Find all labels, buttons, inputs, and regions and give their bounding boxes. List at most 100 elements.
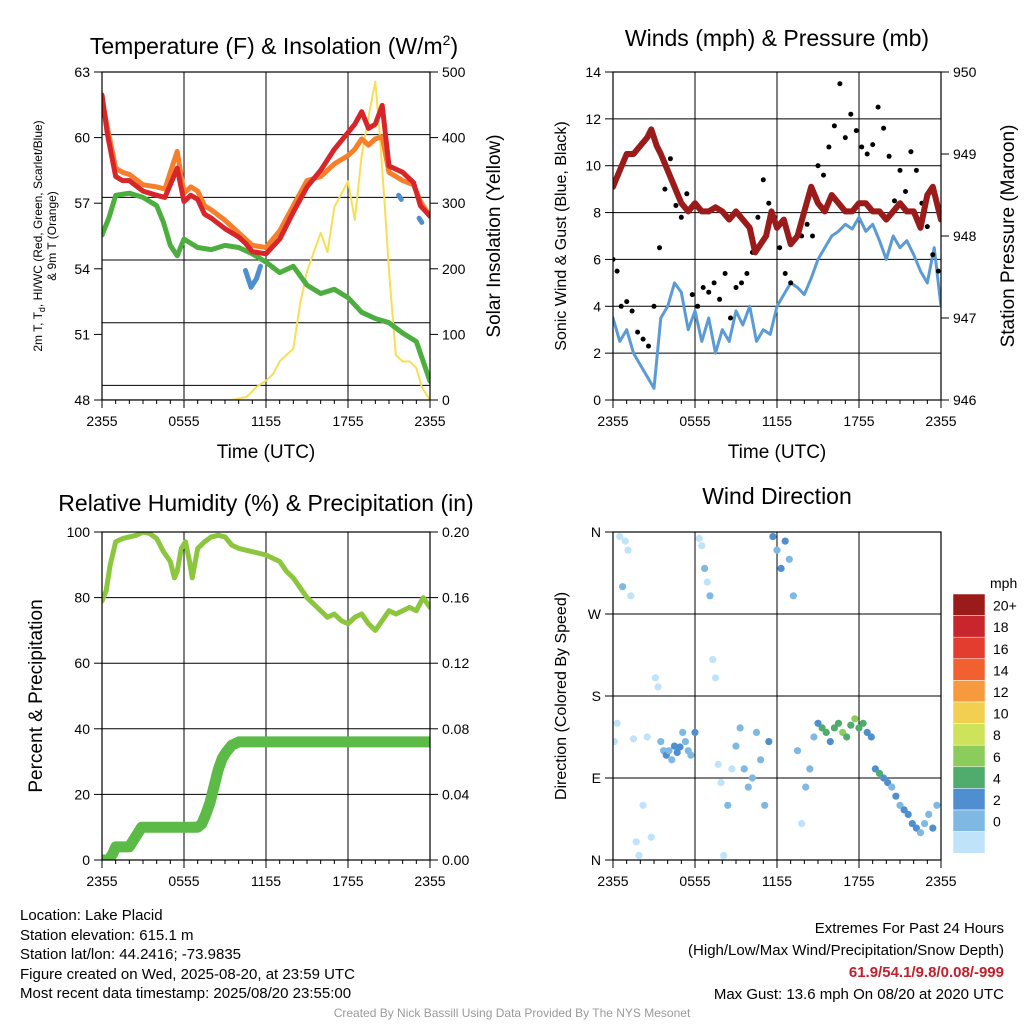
humidity-ytick-right-label: 0.16 xyxy=(442,590,469,606)
direction-xtick-label: 1755 xyxy=(843,873,874,889)
temperature-ylabel-part2: , HI/WC (Red, Green, Scarlet/Blue) xyxy=(31,120,45,307)
direction-point xyxy=(798,820,806,828)
speed-legend-label: 0 xyxy=(993,814,1001,830)
direction-point xyxy=(834,719,843,727)
winds-gust-point xyxy=(788,280,794,286)
direction-point xyxy=(789,592,798,600)
direction-point xyxy=(773,546,781,554)
winds-gust-point xyxy=(777,245,783,251)
direction-point xyxy=(673,748,681,757)
winds-gust-point xyxy=(842,135,848,141)
direction-point xyxy=(925,810,933,819)
speed-legend-swatch xyxy=(952,680,986,703)
direction-point xyxy=(676,743,684,751)
temperature-ytick-right-label: 100 xyxy=(442,326,466,342)
direction-point xyxy=(665,747,673,755)
temperature-series-temp_2m xyxy=(102,92,430,257)
winds-gust-point xyxy=(804,221,810,227)
station-location: Location: Lake Placid xyxy=(20,907,163,924)
temperature-ylabel-part1: 2m T, T xyxy=(31,311,45,351)
winds-ytick-label: 12 xyxy=(585,111,601,127)
temperature-ylabel-line2: & 9m T (Orange) xyxy=(45,191,59,281)
direction-point xyxy=(793,747,802,755)
humidity-ytick-right-label: 0.12 xyxy=(442,655,469,671)
extremes-values: 61.9/54.1/9.8/0.08/-999 xyxy=(848,964,1004,981)
direction-point xyxy=(714,760,722,768)
direction-point xyxy=(720,851,728,860)
direction-point xyxy=(639,801,647,809)
extremes-title: Extremes For Past 24 Hours xyxy=(814,920,1004,937)
direction-point xyxy=(670,742,679,750)
humidity-series-precip xyxy=(102,736,430,860)
winds-frame xyxy=(612,71,942,401)
humidity-series-rh xyxy=(102,532,430,633)
winds-gust-point xyxy=(892,198,897,204)
speed-legend-swatch xyxy=(952,636,986,660)
temperature-ylabel-sub: d xyxy=(37,307,47,312)
humidity-ytick-label: 40 xyxy=(74,721,90,737)
direction-point xyxy=(765,738,773,746)
humidity-ylabel: Percent & Precipitation xyxy=(26,599,47,792)
direction-point xyxy=(839,728,847,737)
direction-plot-area xyxy=(613,533,941,860)
direction-point xyxy=(875,769,884,778)
winds-gust-point xyxy=(881,125,887,131)
winds-ytick-label: 2 xyxy=(593,345,601,361)
direction-point xyxy=(643,733,651,741)
winds-gust-point xyxy=(706,289,712,295)
speed-legend-swatch xyxy=(952,701,986,724)
direction-point xyxy=(724,801,732,809)
winds-gust-point xyxy=(815,163,821,169)
humidity-chart: 2355 0555 1155 1755 2355 100 80 60 40 20 0 0.20 0.16… xyxy=(26,490,474,889)
winds-ytick-label: 4 xyxy=(593,298,601,314)
direction-point xyxy=(654,683,662,691)
winds-ytick-label: 8 xyxy=(593,205,601,221)
speed-legend-label: 18 xyxy=(993,619,1009,635)
winds-gust-point xyxy=(853,128,859,134)
winds-xtick-label: 1155 xyxy=(762,413,792,429)
direction-point xyxy=(681,738,690,746)
direction-point xyxy=(781,537,789,545)
direction-ytick-label: W xyxy=(588,606,602,622)
winds-series-pressure xyxy=(613,126,941,256)
temperature-ylabel-right: Solar Insolation (Yellow) xyxy=(484,134,505,337)
winds-gust-point xyxy=(864,151,870,157)
winds-xtick-label: 0555 xyxy=(679,413,710,429)
winds-ytick-right-label: 947 xyxy=(953,310,977,326)
direction-point xyxy=(613,719,621,727)
temperature-frame xyxy=(101,71,431,401)
winds-title: Winds (mph) & Pressure (mb) xyxy=(625,25,929,51)
humidity-plot-area xyxy=(102,532,430,860)
speed-legend-label: 2 xyxy=(993,792,1001,808)
winds-gust-point xyxy=(766,200,772,206)
direction-title: Wind Direction xyxy=(702,483,852,509)
temperature-xtick-label: 2355 xyxy=(414,413,445,429)
winds-ytick-label: 14 xyxy=(585,64,601,80)
winds-gust-point xyxy=(646,343,651,349)
winds-gust-point xyxy=(651,303,657,309)
temperature-series-dewpoint xyxy=(102,190,430,384)
direction-point xyxy=(613,738,618,746)
temperature-xtick-label: 1755 xyxy=(332,413,363,429)
direction-point xyxy=(744,783,752,791)
temperature-ytick-right-label: 400 xyxy=(442,130,466,146)
temperature-ytick-label: 60 xyxy=(74,130,90,146)
humidity-ytick-right-label: 0.04 xyxy=(442,786,469,802)
winds-gust-point xyxy=(875,104,881,110)
direction-point xyxy=(896,801,904,809)
winds-gust-point xyxy=(848,111,854,117)
winds-gust-point xyxy=(739,280,744,286)
winds-gust-point xyxy=(684,191,690,197)
direction-point xyxy=(757,756,765,764)
direction-point xyxy=(912,824,921,832)
speed-legend-label: 16 xyxy=(993,641,1009,657)
speed-legend-swatch xyxy=(952,809,986,832)
direction-point xyxy=(888,783,896,791)
temperature-chart: 2355 0555 1155 1755 2355 63 60 57 54 51 48 500 400 30… xyxy=(31,32,505,463)
winds-plot-area xyxy=(613,81,941,390)
direction-point xyxy=(859,719,867,727)
direction-xtick-label: 2355 xyxy=(597,873,628,889)
extremes-description: (High/Low/Max Wind/Precipitation/Snow De… xyxy=(688,942,1004,959)
direction-point xyxy=(632,838,640,846)
